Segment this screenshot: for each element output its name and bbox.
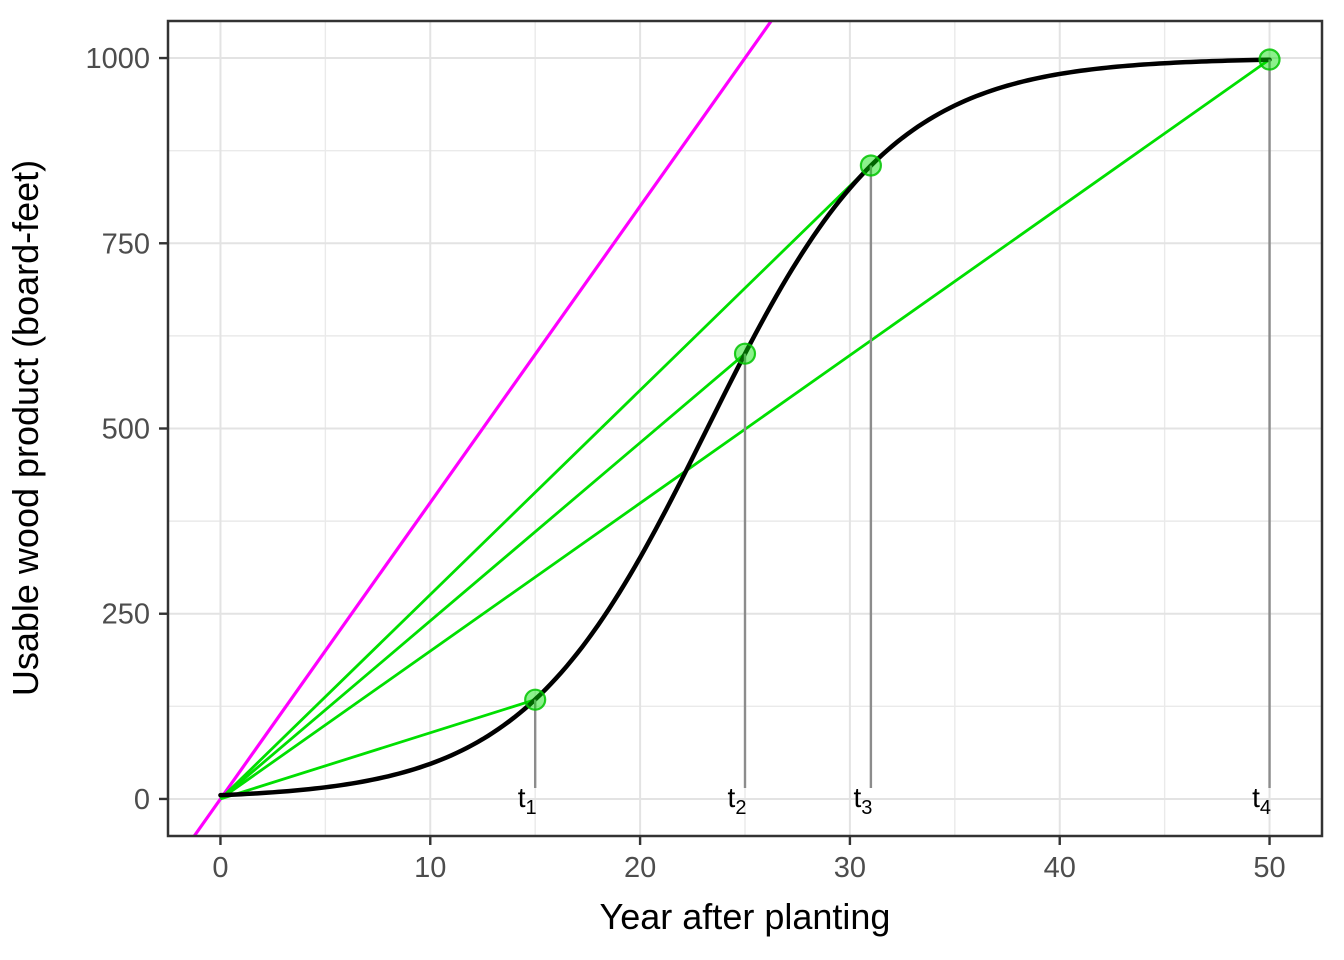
harvest-point: [1258, 48, 1281, 71]
harvest-point-label: t3: [853, 782, 872, 819]
x-tick-label: 10: [414, 852, 446, 884]
secant-line: [220, 698, 536, 801]
annotation-layer: t1 t2 t3 t4: [518, 48, 1281, 819]
y-tick-label: 750: [102, 228, 150, 260]
x-axis-title: Year after planting: [600, 896, 891, 937]
harvest-point-label: t4: [1252, 782, 1271, 819]
y-tick-label: 0: [134, 784, 150, 816]
x-tick-label: 40: [1044, 852, 1076, 884]
x-tick-label: 0: [212, 852, 228, 884]
harvest-point: [859, 154, 882, 177]
x-tick-label: 20: [624, 852, 656, 884]
y-axis-title: Usable wood product (board-feet): [5, 160, 46, 696]
panel-border: [166, 19, 1324, 838]
y-tick-label: 1000: [85, 43, 150, 75]
y-tick-label: 500: [102, 414, 150, 446]
secant-line: [219, 164, 872, 800]
secant-line: [219, 352, 746, 801]
harvest-point-label: t1: [518, 782, 537, 819]
x-tick-label: 50: [1253, 852, 1285, 884]
reference-line: [192, 21, 773, 836]
y-tick-label: 250: [102, 599, 150, 631]
harvest-point: [733, 342, 757, 365]
x-tick-label: 30: [834, 852, 866, 884]
harvest-point: [524, 688, 547, 711]
harvest-point-label: t2: [728, 782, 747, 819]
